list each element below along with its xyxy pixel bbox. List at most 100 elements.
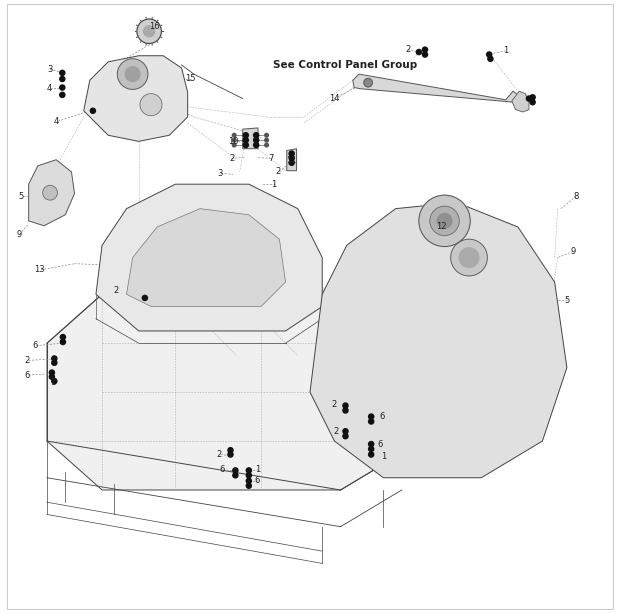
Circle shape (233, 468, 238, 473)
Text: 1: 1 (255, 465, 260, 474)
Circle shape (246, 468, 251, 473)
Circle shape (243, 142, 249, 148)
Circle shape (369, 446, 374, 452)
Circle shape (487, 52, 492, 57)
Circle shape (437, 213, 452, 228)
Text: See Control Panel Group: See Control Panel Group (273, 60, 417, 70)
Text: 2: 2 (333, 427, 339, 436)
Text: eReplacementParts.com: eReplacementParts.com (216, 287, 404, 302)
Text: 9: 9 (570, 247, 575, 256)
Text: 2: 2 (25, 356, 30, 365)
Text: 5: 5 (564, 296, 570, 305)
Circle shape (117, 59, 148, 89)
Circle shape (289, 151, 294, 156)
Text: 4: 4 (53, 116, 59, 126)
Circle shape (243, 132, 249, 138)
Circle shape (233, 473, 238, 478)
Polygon shape (242, 128, 258, 149)
Text: 6: 6 (379, 412, 385, 421)
Text: 2: 2 (332, 400, 337, 409)
Circle shape (143, 295, 148, 300)
Circle shape (451, 239, 487, 276)
Circle shape (254, 132, 259, 138)
Circle shape (369, 414, 374, 419)
Circle shape (243, 137, 249, 143)
Text: 13: 13 (34, 265, 45, 274)
Text: 5: 5 (19, 192, 24, 201)
Polygon shape (84, 56, 188, 142)
Circle shape (369, 419, 374, 424)
Circle shape (52, 356, 57, 361)
Circle shape (416, 50, 422, 55)
Circle shape (343, 403, 348, 408)
Text: 2: 2 (405, 45, 410, 54)
Circle shape (144, 26, 154, 37)
Text: 6: 6 (25, 370, 30, 379)
Circle shape (254, 142, 259, 148)
Text: 11: 11 (286, 156, 297, 166)
Circle shape (125, 67, 140, 82)
Circle shape (343, 433, 348, 439)
Text: 14: 14 (329, 94, 340, 103)
Circle shape (265, 143, 268, 147)
Circle shape (369, 452, 374, 457)
Circle shape (50, 370, 55, 375)
Circle shape (228, 452, 233, 457)
Text: 2: 2 (229, 154, 234, 163)
Circle shape (60, 85, 65, 90)
Circle shape (343, 408, 348, 413)
Text: 6: 6 (32, 341, 37, 350)
Text: 15: 15 (185, 75, 196, 83)
Circle shape (265, 134, 268, 137)
Polygon shape (47, 294, 402, 490)
Circle shape (91, 109, 95, 113)
Text: 6: 6 (219, 465, 224, 474)
Circle shape (140, 94, 162, 116)
Circle shape (232, 134, 236, 137)
Circle shape (232, 143, 236, 147)
Circle shape (419, 195, 470, 246)
Text: 2: 2 (217, 450, 222, 459)
Text: 9: 9 (17, 230, 22, 239)
Circle shape (488, 56, 493, 61)
Circle shape (60, 70, 65, 75)
Circle shape (43, 185, 58, 200)
Circle shape (246, 478, 251, 484)
Polygon shape (126, 208, 286, 306)
Circle shape (369, 441, 374, 447)
Circle shape (422, 52, 428, 57)
Polygon shape (353, 74, 518, 102)
Text: 3: 3 (47, 65, 53, 74)
Circle shape (60, 93, 65, 97)
Text: 2: 2 (275, 167, 281, 177)
Polygon shape (29, 160, 74, 226)
Text: 8: 8 (574, 192, 578, 201)
Text: 3: 3 (218, 169, 223, 178)
Circle shape (526, 96, 531, 101)
Circle shape (430, 206, 459, 235)
Circle shape (50, 375, 55, 379)
Circle shape (422, 47, 428, 52)
Polygon shape (310, 202, 567, 478)
Circle shape (228, 447, 233, 453)
Circle shape (60, 340, 66, 345)
Circle shape (530, 100, 535, 105)
Circle shape (265, 139, 268, 142)
Text: 6: 6 (377, 440, 383, 449)
Circle shape (52, 360, 57, 365)
Circle shape (530, 95, 535, 100)
Text: 1: 1 (271, 180, 276, 189)
Polygon shape (96, 184, 322, 331)
Circle shape (364, 78, 373, 87)
Circle shape (254, 137, 259, 143)
Text: 2: 2 (113, 286, 119, 295)
Circle shape (60, 77, 65, 82)
Text: 1: 1 (503, 47, 508, 55)
Circle shape (60, 335, 66, 340)
Circle shape (137, 19, 161, 44)
Text: 12: 12 (436, 223, 447, 232)
Circle shape (52, 379, 57, 384)
Circle shape (459, 248, 479, 267)
Text: 6: 6 (255, 476, 260, 485)
Circle shape (246, 483, 251, 489)
